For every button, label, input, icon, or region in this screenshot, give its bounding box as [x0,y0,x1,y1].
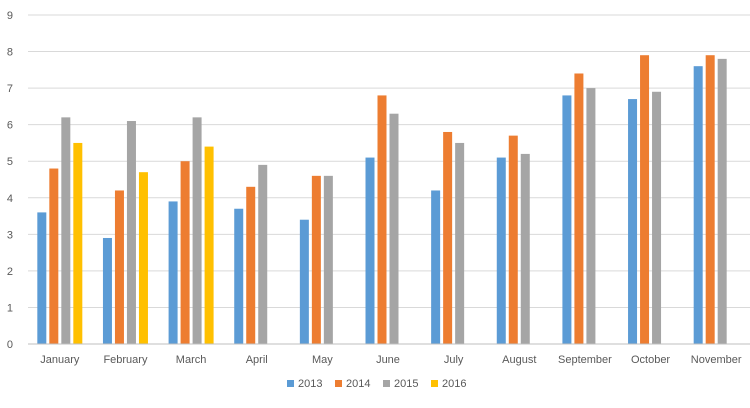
x-tick-label: May [312,354,333,366]
x-tick-label: June [376,354,400,366]
bar-2013-march [168,201,178,344]
bar-2014-july [443,131,453,344]
bar-2013-february [102,237,112,344]
bar-2015-january [61,117,71,344]
bar-2016-january [73,142,83,344]
y-axis-tick-labels: 0 1 2 3 4 5 6 7 8 9 [7,10,13,351]
bar-2013-january [37,212,47,344]
legend: 2013 2014 2015 2016 [287,378,466,390]
bar-2013-august [496,157,506,344]
legend-swatch-2016 [431,380,438,387]
x-tick-label: November [691,354,742,366]
bar-2015-july [455,142,465,344]
bar-2014-march [180,161,190,344]
legend-label-2014: 2014 [346,378,370,390]
x-tick-label: March [176,354,207,366]
bar-2015-may [323,175,333,344]
legend-label-2013: 2013 [298,378,322,390]
y-tick-label: 3 [7,229,13,241]
bar-2015-september [586,88,596,344]
bar-2015-april [258,164,268,344]
bar-2014-january [49,168,59,344]
x-tick-label: July [444,354,464,366]
bar-2015-october [652,91,662,345]
bar-2016-march [204,146,214,344]
y-tick-label: 0 [7,339,13,351]
legend-label-2015: 2015 [394,378,418,390]
gridlines [28,14,750,308]
legend-swatch-2015 [383,380,390,387]
bar-2013-october [628,99,638,344]
x-tick-label: February [103,354,148,366]
legend-label-2016: 2016 [442,378,466,390]
bar-2015-november [717,58,727,344]
y-tick-label: 4 [7,193,13,205]
x-axis-category-labels: January February March April May June July Augu… [40,354,742,366]
bar-2015-february [126,121,136,344]
bar-2015-august [520,153,530,344]
bar-2013-september [562,95,572,344]
y-tick-label: 1 [7,302,13,314]
bar-2013-may [299,219,309,344]
bar-2013-november [693,66,703,344]
y-tick-label: 6 [7,120,13,132]
y-tick-label: 5 [7,156,13,168]
legend-swatch-2014 [335,380,342,387]
bar-2014-october [640,55,650,344]
y-tick-label: 7 [7,83,13,95]
bar-2014-february [114,190,124,344]
bar-2013-april [234,208,244,344]
x-tick-label: October [631,354,670,366]
y-tick-label: 9 [7,10,13,22]
x-tick-label: September [558,354,612,366]
bar-2016-february [138,172,148,344]
bar-2014-november [705,55,715,344]
bar-2015-june [389,113,399,344]
bar-2014-may [311,175,321,344]
y-tick-label: 2 [7,266,13,278]
bar-2014-april [246,186,256,344]
bar-2013-july [431,190,441,344]
bar-2014-june [377,95,387,344]
x-tick-label: April [246,354,268,366]
bars [37,55,727,345]
legend-swatch-2013 [287,380,294,387]
bar-2014-august [508,135,518,344]
bar-2013-june [365,157,375,344]
y-tick-label: 8 [7,47,13,59]
bar-2015-march [192,117,202,344]
x-tick-label: August [502,354,536,366]
bar-2014-september [574,73,584,344]
x-tick-label: January [40,354,80,366]
